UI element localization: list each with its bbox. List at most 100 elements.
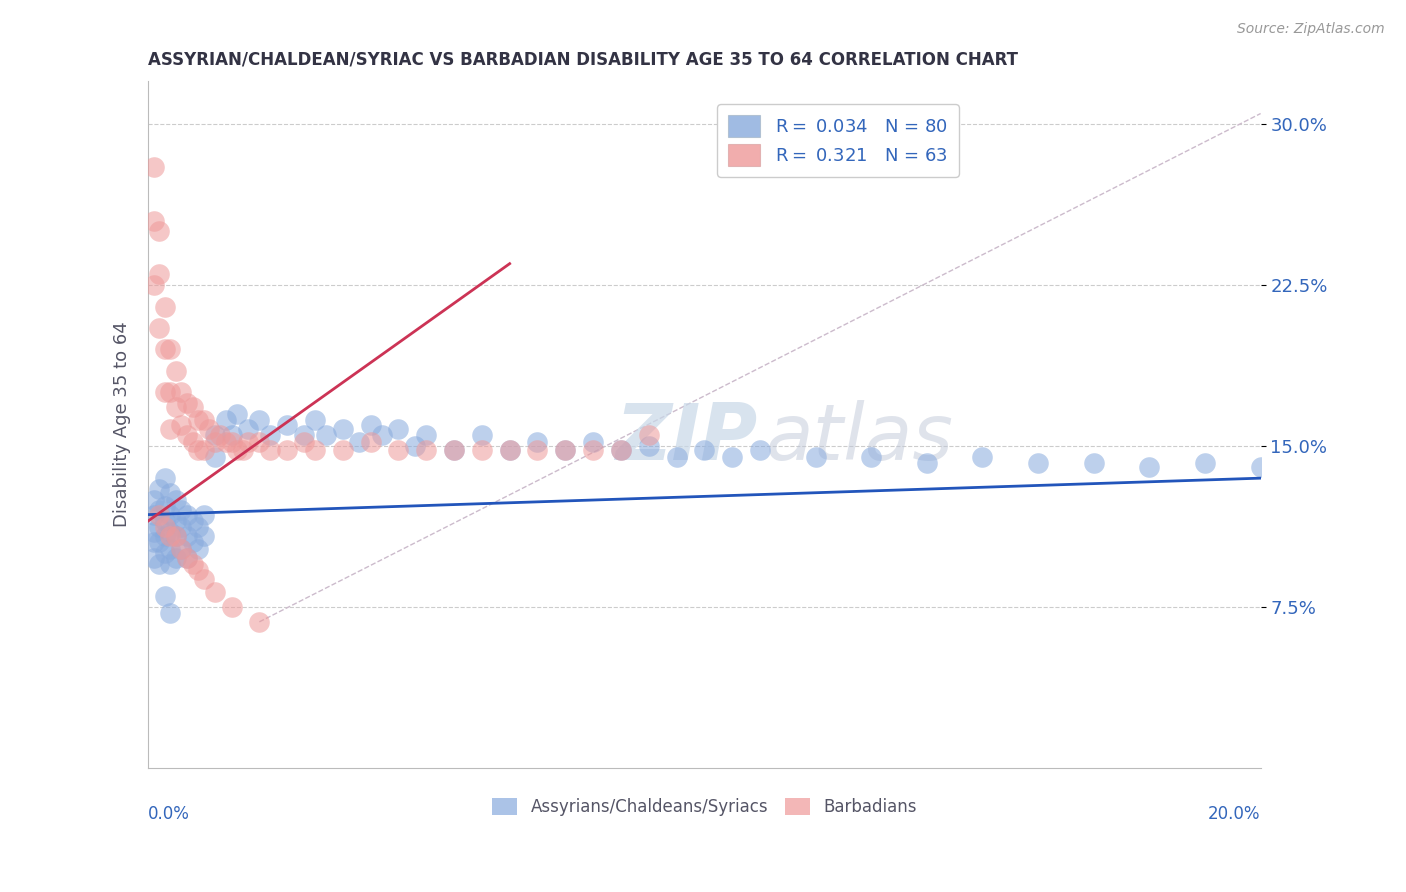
- Point: [159, 385, 181, 400]
- Point: [148, 520, 170, 534]
- Point: [159, 541, 181, 556]
- Point: [193, 443, 215, 458]
- Point: [221, 434, 243, 449]
- Point: [221, 428, 243, 442]
- Legend: Assyrians/Chaldeans/Syriacs, Barbadians: Assyrians/Chaldeans/Syriacs, Barbadians: [485, 791, 924, 822]
- Point: [193, 508, 215, 522]
- Point: [204, 450, 226, 464]
- Point: [247, 615, 270, 629]
- Point: [387, 422, 409, 436]
- Point: [304, 413, 326, 427]
- Point: [972, 450, 994, 464]
- Point: [498, 443, 520, 458]
- Point: [332, 443, 354, 458]
- Point: [226, 443, 249, 458]
- Point: [637, 439, 659, 453]
- Point: [159, 422, 181, 436]
- Point: [153, 514, 176, 528]
- Point: [665, 450, 688, 464]
- Point: [165, 529, 187, 543]
- Point: [170, 503, 193, 517]
- Point: [148, 225, 170, 239]
- Point: [170, 541, 193, 556]
- Point: [332, 422, 354, 436]
- Point: [360, 417, 382, 432]
- Point: [181, 535, 204, 549]
- Point: [142, 508, 165, 522]
- Point: [165, 529, 187, 543]
- Point: [721, 450, 744, 464]
- Text: ASSYRIAN/CHALDEAN/SYRIAC VS BARBADIAN DISABILITY AGE 35 TO 64 CORRELATION CHART: ASSYRIAN/CHALDEAN/SYRIAC VS BARBADIAN DI…: [148, 51, 1018, 69]
- Point: [176, 550, 198, 565]
- Point: [181, 557, 204, 571]
- Point: [1026, 456, 1049, 470]
- Point: [187, 413, 209, 427]
- Point: [170, 385, 193, 400]
- Point: [693, 443, 716, 458]
- Point: [204, 584, 226, 599]
- Point: [526, 434, 548, 449]
- Point: [187, 443, 209, 458]
- Point: [304, 443, 326, 458]
- Point: [610, 443, 633, 458]
- Point: [159, 529, 181, 543]
- Point: [193, 529, 215, 543]
- Point: [471, 428, 494, 442]
- Point: [443, 443, 465, 458]
- Point: [221, 599, 243, 614]
- Text: atlas: atlas: [765, 401, 953, 476]
- Point: [148, 503, 170, 517]
- Point: [159, 486, 181, 500]
- Point: [170, 520, 193, 534]
- Point: [176, 529, 198, 543]
- Point: [148, 321, 170, 335]
- Point: [804, 450, 827, 464]
- Point: [232, 443, 254, 458]
- Point: [187, 520, 209, 534]
- Point: [238, 422, 260, 436]
- Point: [204, 428, 226, 442]
- Point: [582, 434, 605, 449]
- Point: [204, 434, 226, 449]
- Point: [749, 443, 772, 458]
- Point: [349, 434, 371, 449]
- Point: [165, 401, 187, 415]
- Text: 20.0%: 20.0%: [1208, 805, 1261, 823]
- Point: [159, 508, 181, 522]
- Point: [215, 413, 238, 427]
- Point: [443, 443, 465, 458]
- Point: [148, 557, 170, 571]
- Point: [498, 443, 520, 458]
- Point: [142, 492, 165, 507]
- Point: [165, 550, 187, 565]
- Point: [153, 343, 176, 357]
- Point: [176, 428, 198, 442]
- Point: [181, 434, 204, 449]
- Point: [1137, 460, 1160, 475]
- Point: [165, 364, 187, 378]
- Point: [259, 428, 281, 442]
- Point: [153, 300, 176, 314]
- Point: [148, 482, 170, 496]
- Point: [415, 428, 437, 442]
- Point: [153, 471, 176, 485]
- Point: [404, 439, 426, 453]
- Point: [165, 492, 187, 507]
- Point: [276, 443, 298, 458]
- Point: [148, 508, 170, 522]
- Point: [165, 514, 187, 528]
- Point: [370, 428, 392, 442]
- Point: [181, 514, 204, 528]
- Point: [292, 434, 315, 449]
- Point: [176, 508, 198, 522]
- Point: [247, 413, 270, 427]
- Point: [554, 443, 576, 458]
- Point: [170, 417, 193, 432]
- Point: [582, 443, 605, 458]
- Point: [1194, 456, 1216, 470]
- Point: [247, 434, 270, 449]
- Point: [176, 550, 198, 565]
- Point: [142, 160, 165, 174]
- Point: [209, 428, 232, 442]
- Point: [142, 535, 165, 549]
